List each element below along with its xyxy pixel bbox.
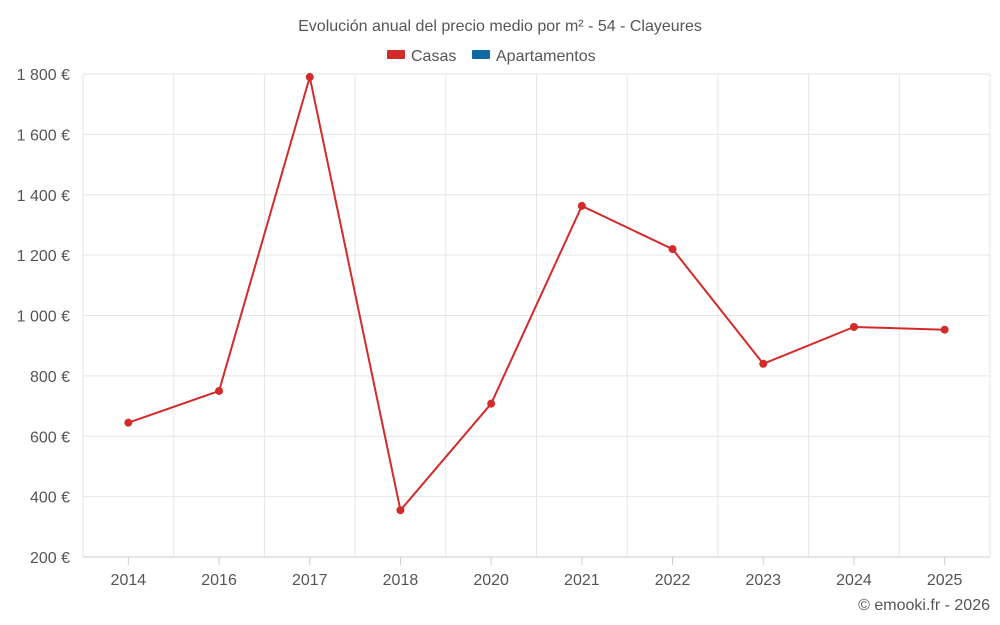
y-tick-label: 1 600 € <box>17 127 70 144</box>
y-tick-label: 1 200 € <box>17 248 70 265</box>
data-point-casas-2018[interactable] <box>396 506 405 515</box>
x-tick-label: 2022 <box>655 572 691 589</box>
series <box>124 73 949 515</box>
grid <box>82 73 991 557</box>
y-tick-label: 1 400 € <box>17 188 70 205</box>
legend-item-casas[interactable]: Casas <box>387 48 456 65</box>
legend-label-casas: Casas <box>411 48 456 65</box>
x-tick-label: 2014 <box>111 572 147 589</box>
legend: Casas Apartamentos <box>387 48 596 65</box>
data-point-casas-2023[interactable] <box>759 359 768 368</box>
chart-title: Evolución anual del precio medio por m² … <box>298 18 702 35</box>
legend-label-apartamentos: Apartamentos <box>496 48 596 65</box>
x-tick-label: 2021 <box>564 572 600 589</box>
y-tick-label: 200 € <box>30 550 70 567</box>
y-tick-label: 400 € <box>30 490 70 507</box>
data-point-casas-2017[interactable] <box>305 73 314 82</box>
y-tick-label: 1 000 € <box>17 309 70 326</box>
x-tick-label: 2025 <box>927 572 963 589</box>
data-point-casas-2021[interactable] <box>577 201 586 210</box>
data-point-casas-2025[interactable] <box>940 325 949 334</box>
credit-text: © emooki.fr - 2026 <box>858 597 990 614</box>
x-tick-label: 2024 <box>836 572 872 589</box>
y-tick-label: 1 800 € <box>17 67 70 84</box>
legend-item-apartamentos[interactable]: Apartamentos <box>472 48 596 65</box>
x-tick-label: 2017 <box>292 572 328 589</box>
data-point-casas-2014[interactable] <box>124 418 133 427</box>
data-point-casas-2022[interactable] <box>668 245 677 254</box>
x-tick-label: 2020 <box>473 572 509 589</box>
data-point-casas-2016[interactable] <box>215 386 224 395</box>
data-point-casas-2020[interactable] <box>487 399 496 408</box>
axes: 200 € 400 € 600 € 800 € 1 000 € 1 200 € 1 400 … <box>17 67 990 589</box>
legend-swatch-apartamentos <box>472 50 490 59</box>
legend-swatch-casas <box>387 50 405 59</box>
data-point-casas-2024[interactable] <box>849 322 858 331</box>
y-tick-label: 800 € <box>30 369 70 386</box>
x-tick-label: 2023 <box>745 572 781 589</box>
series-line-casas <box>128 76 945 513</box>
x-tick-label: 2016 <box>201 572 237 589</box>
y-tick-label: 600 € <box>30 429 70 446</box>
x-tick-label: 2018 <box>383 572 419 589</box>
